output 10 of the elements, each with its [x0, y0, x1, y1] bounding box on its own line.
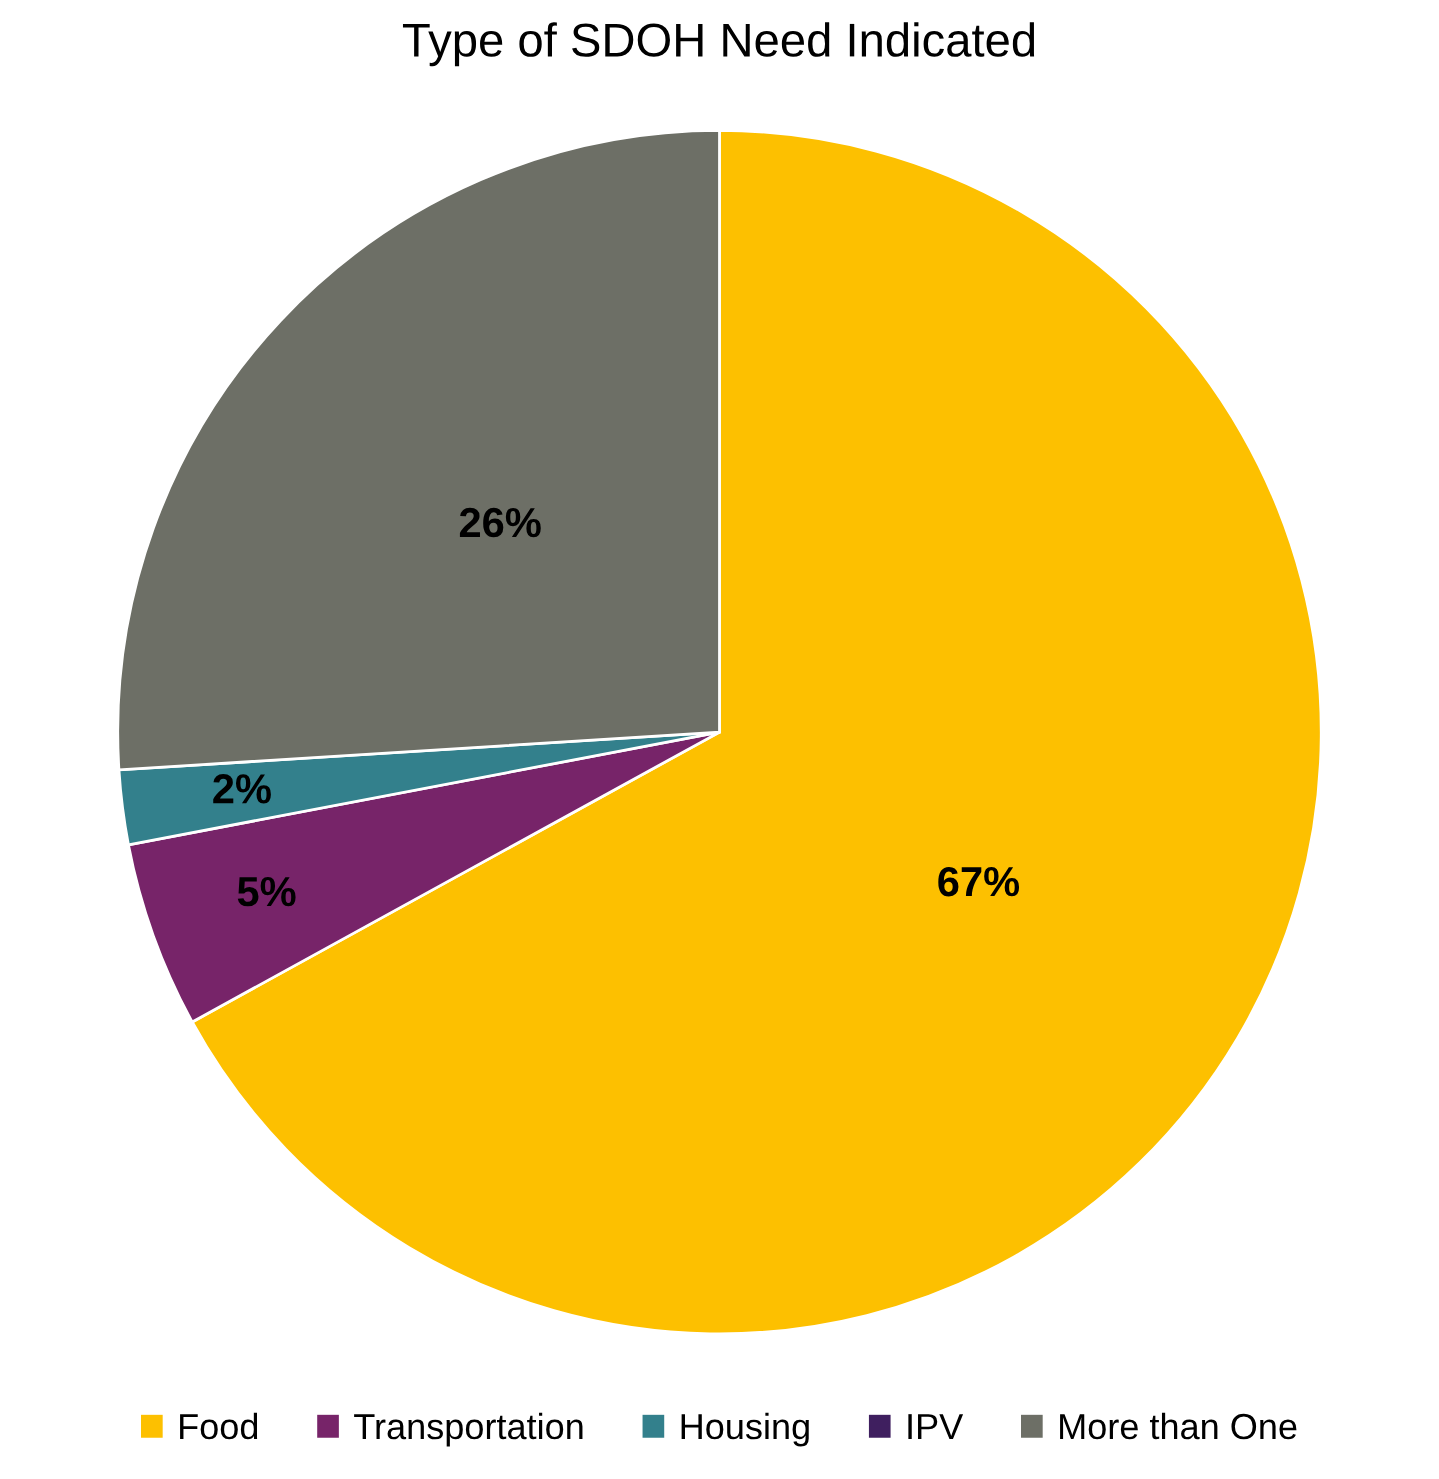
data-label: 5% — [237, 876, 296, 907]
data-label: 67% — [938, 866, 1020, 897]
legend-label: Food — [180, 1412, 258, 1440]
legend-label: Transportation — [354, 1412, 583, 1447]
legend-label: Housing — [681, 1412, 809, 1447]
legend-label: More than One — [1060, 1412, 1297, 1440]
chart-title: Type of SDOH Need Indicated — [402, 22, 1035, 67]
legend-label: IPV — [908, 1414, 964, 1440]
data-label: 2% — [213, 774, 271, 804]
data-label: 26% — [459, 507, 541, 538]
